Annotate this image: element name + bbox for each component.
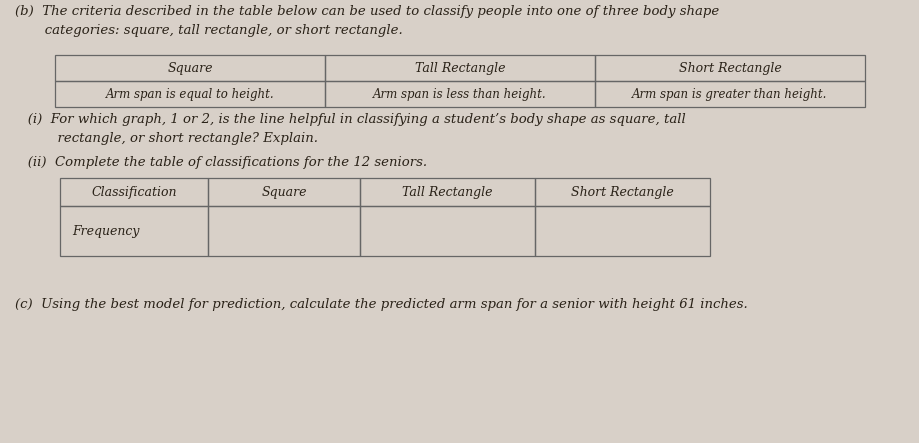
Text: Square: Square	[167, 62, 212, 74]
Bar	[60, 206, 208, 256]
Text: (c)  Using the best model for prediction, calculate the predicted arm span for a: (c) Using the best model for prediction,…	[15, 298, 747, 311]
Text: Arm span is equal to height.: Arm span is equal to height.	[106, 88, 274, 101]
Text: Arm span is greater than height.: Arm span is greater than height.	[631, 88, 827, 101]
Text: Tall Rectangle: Tall Rectangle	[414, 62, 505, 74]
Text: (ii)  Complete the table of classifications for the 12 seniors.: (ii) Complete the table of classificatio…	[15, 156, 426, 169]
Text: Frequency: Frequency	[72, 225, 140, 237]
Bar	[359, 178, 535, 206]
Bar	[595, 55, 864, 81]
Text: Square: Square	[261, 186, 306, 198]
Bar	[55, 55, 324, 81]
Bar	[55, 81, 324, 107]
Text: Tall Rectangle: Tall Rectangle	[402, 186, 493, 198]
Bar	[324, 55, 595, 81]
Text: (i)  For which graph, 1 or 2, is the line helpful in classifying a student’s bod: (i) For which graph, 1 or 2, is the line…	[15, 113, 685, 144]
Text: Short Rectangle: Short Rectangle	[678, 62, 780, 74]
Bar	[208, 178, 359, 206]
Bar	[535, 178, 709, 206]
Text: Arm span is less than height.: Arm span is less than height.	[373, 88, 546, 101]
Text: Classification: Classification	[91, 186, 176, 198]
Bar	[359, 206, 535, 256]
Text: Short Rectangle: Short Rectangle	[571, 186, 673, 198]
Bar	[595, 81, 864, 107]
Bar	[208, 206, 359, 256]
Bar	[535, 206, 709, 256]
Bar	[324, 81, 595, 107]
Bar	[60, 178, 208, 206]
Text: (b)  The criteria described in the table below can be used to classify people in: (b) The criteria described in the table …	[15, 5, 719, 36]
